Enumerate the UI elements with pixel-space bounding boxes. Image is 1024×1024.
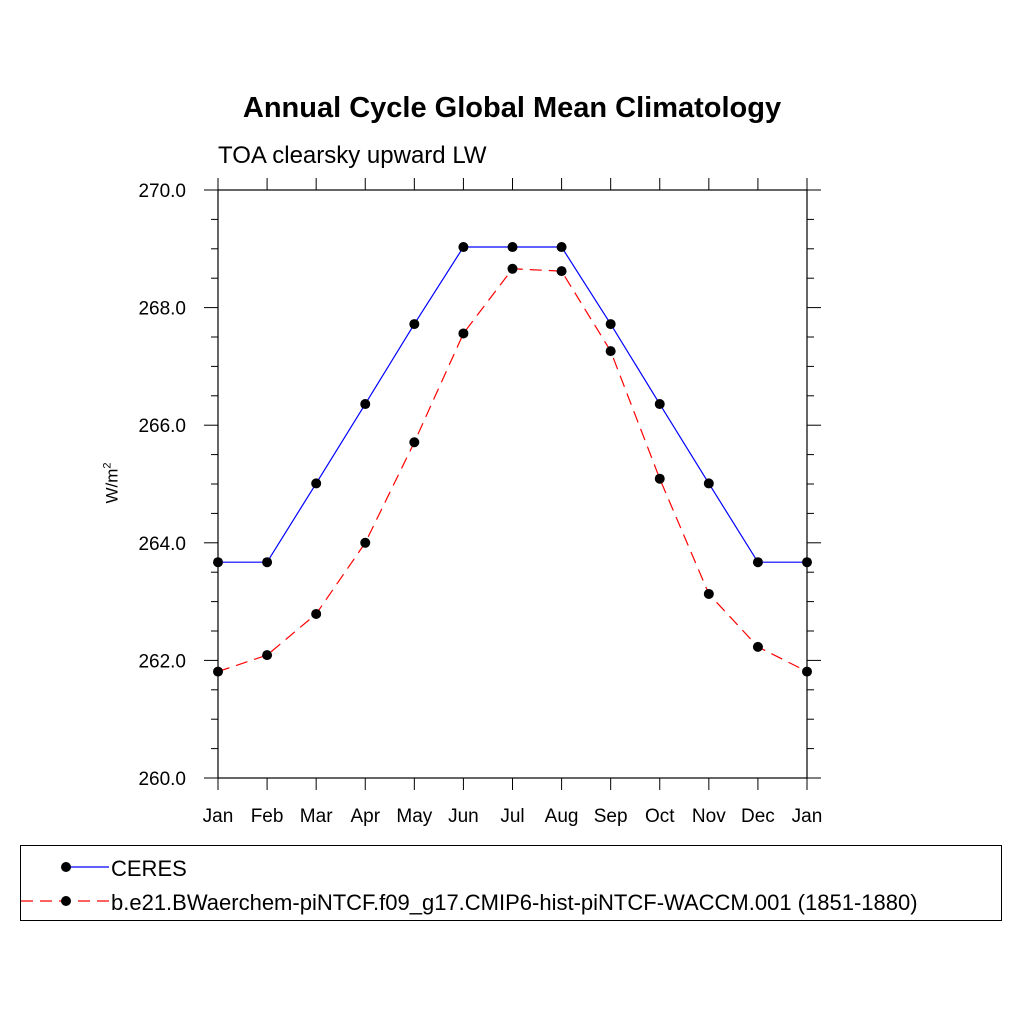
data-point-series-0 — [605, 319, 616, 330]
data-point-series-0 — [752, 557, 763, 568]
data-point-series-0 — [507, 242, 518, 253]
data-point-series-1 — [654, 473, 665, 484]
data-point-series-0 — [802, 557, 812, 568]
y-tick-label: 268.0 — [138, 299, 186, 320]
data-point-series-1 — [262, 650, 273, 661]
y-tick-label: 262.0 — [138, 651, 186, 672]
legend: CERES b.e21.BWaerchem-piNTCF.f09_g17.CMI… — [20, 845, 1002, 921]
legend-item-model: b.e21.BWaerchem-piNTCF.f09_g17.CMIP6-his… — [21, 886, 1001, 916]
chart-title: Annual Cycle Global Mean Climatology — [242, 92, 782, 124]
x-tick-labels: Jan Feb Mar Apr May Jun Jul Aug Sep Oct Nov Dec Jan — [203, 806, 823, 827]
x-tick-label: Jun — [448, 806, 479, 827]
data-point-series-0 — [360, 399, 371, 410]
data-point-series-1 — [605, 346, 616, 357]
x-tick-label: Apr — [350, 806, 380, 827]
data-point-series-1 — [802, 666, 812, 677]
data-point-series-0 — [409, 319, 420, 330]
x-tick-label: Jan — [792, 806, 823, 827]
legend-label-ceres: CERES — [111, 856, 187, 881]
data-point-series-1 — [752, 641, 763, 652]
data-point-series-0 — [262, 557, 273, 568]
y-tick-label: 264.0 — [138, 534, 186, 555]
y-tick-label: 270.0 — [138, 181, 186, 202]
x-tick-label: May — [396, 806, 432, 827]
x-tick-label: Oct — [645, 806, 675, 827]
y-tick-label: 260.0 — [138, 769, 186, 790]
x-tick-label: Dec — [741, 806, 775, 827]
x-tick-label: Feb — [251, 806, 284, 827]
series-line-0 — [218, 246, 807, 563]
x-tick-label: Sep — [594, 806, 628, 827]
chart-plot: Jan Feb Mar Apr May Jun Jul Aug Sep Oct Nov Dec Jan … — [138, 178, 823, 827]
legend-swatch-model — [21, 896, 109, 906]
data-point-series-1 — [213, 666, 223, 677]
data-point-series-0 — [213, 557, 223, 568]
x-tick-label: Mar — [300, 806, 333, 827]
series-line-1 — [217, 268, 808, 673]
data-point-series-1 — [507, 263, 518, 274]
data-point-series-1 — [409, 437, 420, 448]
y-tick-label: 266.0 — [138, 416, 186, 437]
plot-frame — [217, 189, 808, 779]
legend-swatch-ceres — [61, 862, 109, 872]
data-point-series-1 — [703, 588, 714, 599]
axis-ticks — [204, 178, 821, 790]
x-tick-label: Nov — [692, 806, 726, 827]
data-point-series-0 — [654, 399, 665, 410]
x-tick-label: Aug — [545, 806, 579, 827]
data-point-series-0 — [556, 242, 567, 253]
x-tick-label: Jan — [203, 806, 234, 827]
data-point-series-1 — [556, 266, 567, 277]
data-point-series-0 — [458, 242, 469, 253]
data-point-series-1 — [458, 328, 469, 339]
x-tick-label: Jul — [500, 806, 524, 827]
series-layer — [213, 242, 812, 677]
legend-label-model: b.e21.BWaerchem-piNTCF.f09_g17.CMIP6-his… — [111, 890, 918, 915]
data-point-series-0 — [703, 478, 714, 489]
y-tick-labels: 260.0 262.0 264.0 266.0 268.0 270.0 — [138, 181, 186, 790]
chart-subtitle: TOA clearsky upward LW — [218, 142, 487, 169]
data-point-series-0 — [311, 478, 322, 489]
legend-item-ceres: CERES — [21, 852, 1001, 882]
data-point-series-1 — [311, 608, 322, 619]
data-point-series-1 — [360, 537, 371, 548]
